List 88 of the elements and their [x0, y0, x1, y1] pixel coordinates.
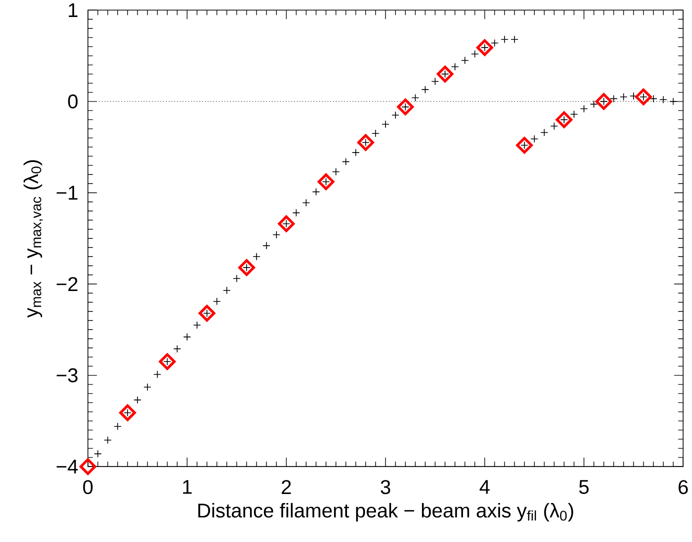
point — [470, 50, 479, 58]
point — [530, 134, 538, 143]
point — [193, 320, 201, 329]
point — [272, 230, 280, 238]
point — [198, 304, 216, 322]
x-axis-title: Distance filament peak − beam axis y$_{fil}$ (λ$_{0}$) — [198, 502, 574, 522]
point — [460, 56, 469, 64]
point — [570, 110, 578, 118]
point — [163, 357, 172, 366]
point — [153, 370, 162, 378]
point — [173, 344, 182, 352]
y-axis-title: y$_{max}$ − y$_{max,vac}$ (λ$_{0}$) — [24, 160, 43, 318]
point — [397, 98, 414, 116]
point — [282, 220, 290, 228]
point — [451, 62, 459, 70]
point — [480, 43, 489, 52]
y-tick-label: 0 — [68, 94, 78, 108]
point — [436, 65, 454, 82]
point — [640, 92, 648, 101]
y-tick-label: 1 — [68, 3, 78, 17]
point — [610, 94, 618, 102]
point — [431, 77, 440, 86]
point — [332, 168, 340, 176]
x-tick-label: 4 — [480, 480, 490, 494]
x-tick-label: 1 — [183, 480, 192, 494]
point — [600, 97, 608, 106]
point — [252, 252, 260, 260]
y-tick-label: −4 — [56, 460, 78, 474]
point — [80, 458, 96, 475]
point — [421, 85, 430, 94]
x-tick-label: 2 — [282, 480, 291, 494]
y-tick-label: −1 — [56, 186, 78, 200]
point — [318, 173, 334, 190]
point — [134, 396, 142, 404]
point — [510, 35, 518, 44]
point — [476, 38, 494, 56]
point — [322, 178, 330, 186]
point — [620, 92, 628, 101]
point — [242, 263, 251, 272]
point — [278, 215, 295, 232]
point — [183, 332, 191, 341]
point — [119, 404, 136, 421]
point — [441, 70, 449, 78]
x-tick-label: 3 — [380, 480, 390, 494]
point — [590, 100, 598, 108]
point — [372, 129, 380, 138]
point — [312, 188, 320, 196]
point — [262, 242, 270, 250]
point — [342, 158, 350, 166]
point — [144, 383, 152, 391]
point — [500, 35, 508, 44]
point — [158, 353, 176, 370]
point — [560, 116, 568, 124]
point — [490, 38, 499, 47]
point — [94, 450, 102, 458]
point — [238, 258, 255, 276]
point — [659, 95, 668, 104]
point — [392, 111, 400, 119]
point — [203, 309, 211, 317]
point — [669, 97, 678, 106]
point — [302, 198, 310, 206]
x-tick-label: 5 — [579, 480, 589, 494]
y-tick-label: −2 — [56, 276, 78, 291]
point — [635, 88, 652, 105]
point — [540, 128, 548, 136]
point — [550, 122, 558, 130]
point — [649, 94, 658, 102]
point — [516, 136, 533, 154]
point — [357, 134, 374, 151]
point — [124, 408, 132, 416]
point — [595, 92, 612, 110]
point — [114, 422, 122, 430]
point — [232, 274, 241, 282]
y-tick-label: −3 — [56, 368, 78, 382]
point — [520, 141, 528, 149]
point — [580, 104, 588, 112]
point — [556, 111, 572, 128]
x-tick-label: 0 — [83, 480, 93, 494]
point — [382, 120, 390, 128]
point — [104, 436, 112, 444]
point — [292, 208, 300, 216]
point — [222, 286, 231, 294]
point — [411, 94, 420, 102]
point — [212, 297, 221, 306]
x-tick-label: 6 — [678, 480, 688, 494]
point — [401, 102, 410, 111]
point — [362, 138, 370, 146]
point — [352, 148, 360, 156]
